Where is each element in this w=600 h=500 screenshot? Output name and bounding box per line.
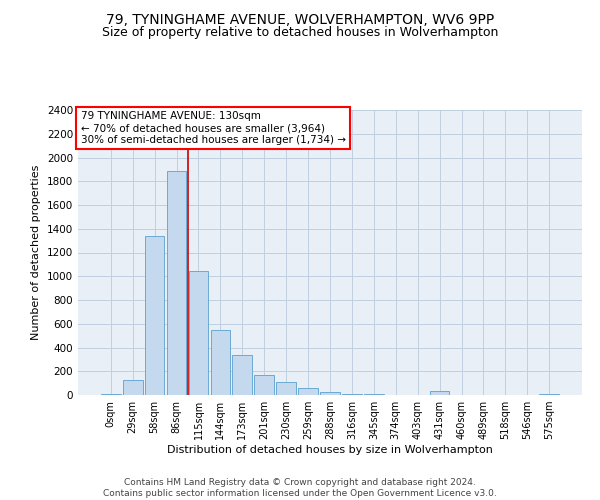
Text: Distribution of detached houses by size in Wolverhampton: Distribution of detached houses by size … xyxy=(167,445,493,455)
Bar xyxy=(232,354,252,395)
Bar xyxy=(320,392,340,395)
Bar xyxy=(342,394,362,395)
Y-axis label: Number of detached properties: Number of detached properties xyxy=(31,165,41,340)
Bar xyxy=(101,394,121,395)
Bar xyxy=(211,330,230,395)
Text: Size of property relative to detached houses in Wolverhampton: Size of property relative to detached ho… xyxy=(102,26,498,39)
Text: Contains HM Land Registry data © Crown copyright and database right 2024.
Contai: Contains HM Land Registry data © Crown c… xyxy=(103,478,497,498)
Bar xyxy=(430,392,449,395)
Bar xyxy=(298,388,318,395)
Bar xyxy=(276,382,296,395)
Text: 79, TYNINGHAME AVENUE, WOLVERHAMPTON, WV6 9PP: 79, TYNINGHAME AVENUE, WOLVERHAMPTON, WV… xyxy=(106,12,494,26)
Text: 79 TYNINGHAME AVENUE: 130sqm
← 70% of detached houses are smaller (3,964)
30% of: 79 TYNINGHAME AVENUE: 130sqm ← 70% of de… xyxy=(80,112,346,144)
Bar xyxy=(188,271,208,395)
Bar xyxy=(254,375,274,395)
Bar xyxy=(539,394,559,395)
Bar xyxy=(145,236,164,395)
Bar xyxy=(123,380,143,395)
Bar xyxy=(167,170,187,395)
Bar xyxy=(364,394,384,395)
